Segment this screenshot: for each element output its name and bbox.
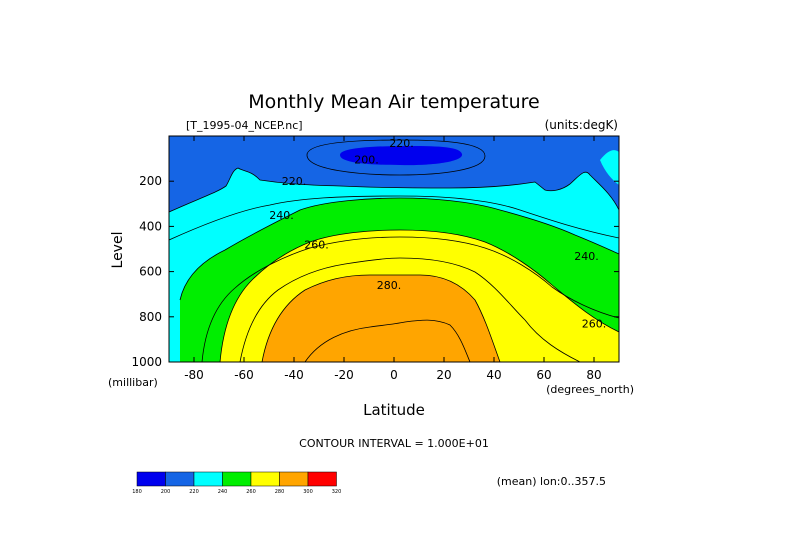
colorbar-swatch [250, 471, 280, 487]
colorbar-swatch [136, 471, 166, 487]
x-axis-title: Latitude [363, 401, 425, 419]
y-axis-title: Level [110, 232, 126, 269]
x-tick-label: -40 [284, 368, 304, 382]
colorbar-swatch [165, 471, 195, 487]
band-200-220 [169, 136, 619, 212]
band-220-240-bump [600, 150, 619, 185]
contour-label: 220. [282, 175, 307, 188]
colorbar-label: 300 [303, 489, 313, 495]
colorbar-swatch [222, 471, 252, 487]
contour-labels: 220. 200. 220. 240. 260. 280. 240. 260. [269, 137, 606, 331]
band-180-200 [340, 146, 463, 166]
y-units-label: (millibar) [108, 376, 158, 389]
x-units-label: (degrees_north) [546, 383, 634, 396]
contour-label: 220. [389, 137, 414, 150]
colorbar-label: 320 [332, 489, 342, 495]
x-tick-label: -80 [184, 368, 204, 382]
x-tick-label: -20 [334, 368, 354, 382]
contour-fill [169, 136, 619, 362]
colorbar-label: 220 [189, 489, 199, 495]
colorbar-label: 260 [246, 489, 256, 495]
contour-lines [169, 139, 619, 362]
colorbar-label: 180 [132, 489, 142, 495]
colorbar-swatch [307, 471, 337, 487]
y-axis: 200 400 600 800 1000 [131, 174, 619, 369]
file-label: [T_1995-04_NCEP.nc] [186, 119, 303, 132]
y-tick-label: 800 [139, 310, 162, 324]
contour-label: 260. [304, 238, 329, 251]
colorbar: 180 200 220 240 260 280 300 320 [132, 471, 342, 495]
y-tick-label: 200 [139, 174, 162, 188]
contour-interval-note: CONTOUR INTERVAL = 1.000E+01 [299, 437, 489, 450]
contour-label: 240. [269, 209, 294, 222]
units-label: (units:degK) [545, 118, 618, 132]
x-tick-label: 60 [536, 368, 551, 382]
colorbar-swatch [193, 471, 223, 487]
y-tick-label: 600 [139, 265, 162, 279]
contour-label: 280. [377, 279, 402, 292]
x-tick-label: 40 [486, 368, 501, 382]
contour-label: 260. [582, 318, 607, 331]
colorbar-swatch [279, 471, 309, 487]
contour-label: 200. [354, 154, 379, 167]
y-tick-label: 1000 [131, 355, 162, 369]
colorbar-label: 200 [161, 489, 171, 495]
x-tick-label: -60 [234, 368, 254, 382]
y-tick-label: 400 [139, 219, 162, 233]
colorbar-label: 240 [218, 489, 228, 495]
colorbar-label: 280 [275, 489, 285, 495]
chart-title: Monthly Mean Air temperature [248, 91, 539, 113]
mean-note: (mean) lon:0..357.5 [497, 475, 606, 488]
band-280-300 [262, 275, 500, 362]
contour-label: 240. [574, 250, 599, 263]
x-tick-label: 0 [390, 368, 398, 382]
x-tick-label: 20 [436, 368, 451, 382]
x-tick-label: 80 [586, 368, 601, 382]
x-axis: -80 -60 -40 -20 0 20 40 60 80 [184, 136, 602, 382]
